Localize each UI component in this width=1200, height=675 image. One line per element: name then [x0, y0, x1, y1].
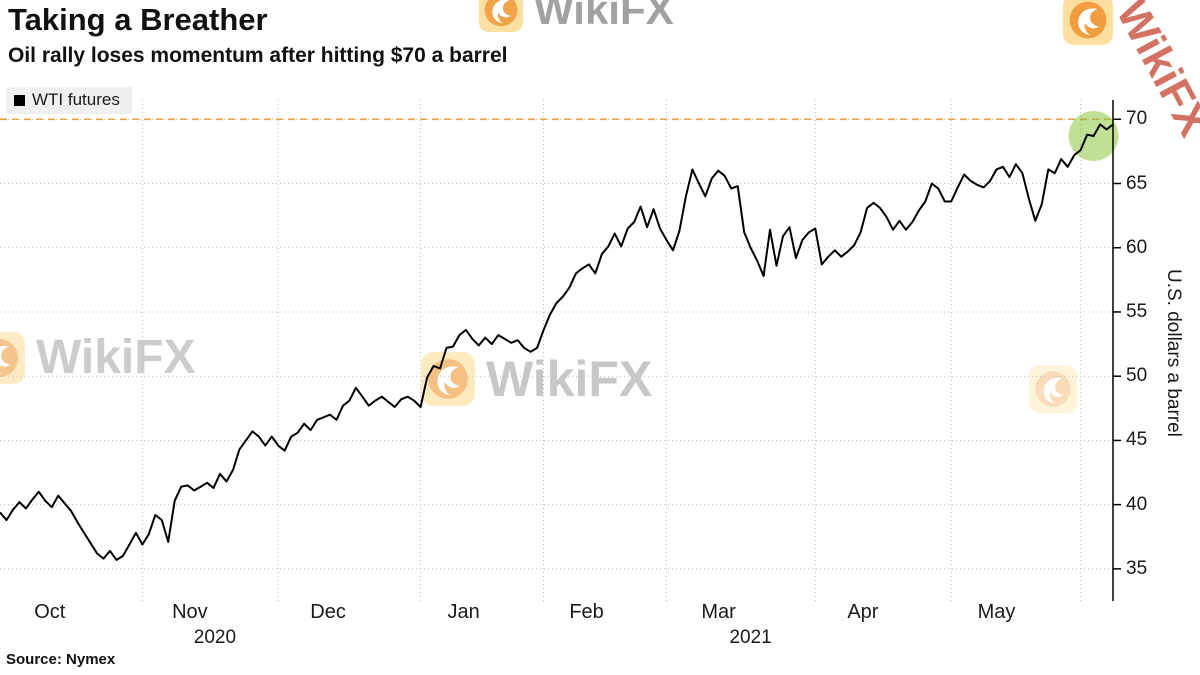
year-label: 2021 [729, 627, 772, 648]
x-tick-label: Nov [172, 601, 208, 623]
wti-price-line [0, 123, 1114, 561]
y-tick-label: 70 [1126, 108, 1148, 130]
legend: WTI futures [6, 87, 132, 114]
y-axis-title: U.S. dollars a barrel [1163, 269, 1184, 437]
x-tick-label: Jan [447, 601, 480, 623]
y-tick-label: 35 [1126, 557, 1148, 579]
year-label: 2020 [193, 627, 237, 648]
legend-label: WTI futures [32, 90, 120, 109]
x-tick-label: Feb [569, 601, 604, 623]
x-tick-label: Oct [34, 601, 66, 623]
y-tick-label: 40 [1126, 493, 1148, 515]
chart-title: Taking a Breather [8, 2, 268, 37]
source-note: Source: Nymex [6, 651, 116, 668]
x-tick-label: Mar [701, 601, 736, 623]
y-tick-label: 60 [1126, 236, 1148, 258]
x-tick-label: Apr [847, 601, 879, 623]
y-tick-label: 50 [1126, 365, 1148, 387]
y-tick-label: 55 [1126, 300, 1148, 322]
x-tick-label: May [977, 601, 1016, 623]
chart-subtitle: Oil rally loses momentum after hitting $… [8, 44, 508, 67]
legend-swatch-icon [14, 94, 25, 106]
x-tick-label: Dec [310, 601, 346, 623]
y-tick-label: 45 [1126, 429, 1148, 451]
y-tick-label: 65 [1126, 172, 1148, 194]
